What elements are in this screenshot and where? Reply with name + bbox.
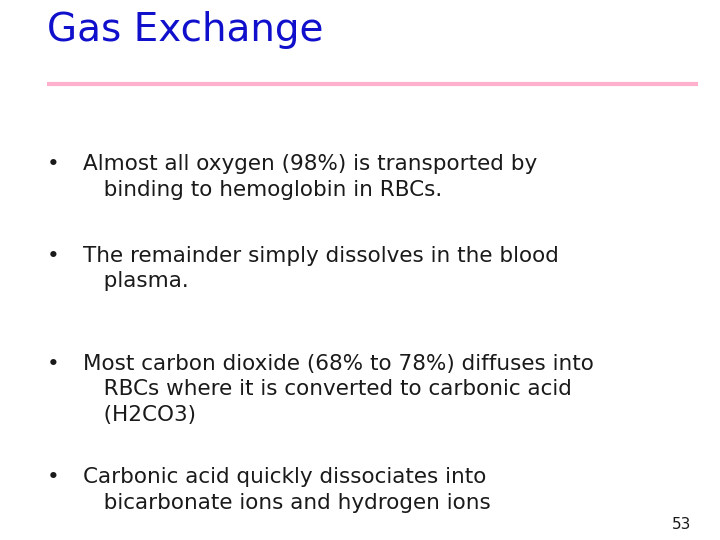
Text: Gas Exchange: Gas Exchange <box>47 11 323 49</box>
Text: •: • <box>47 467 60 487</box>
Text: Most carbon dioxide (68% to 78%) diffuses into
   RBCs where it is converted to : Most carbon dioxide (68% to 78%) diffuse… <box>83 354 594 425</box>
Text: •: • <box>47 154 60 174</box>
Text: •: • <box>47 246 60 266</box>
Text: 53: 53 <box>672 517 691 532</box>
Text: Almost all oxygen (98%) is transported by
   binding to hemoglobin in RBCs.: Almost all oxygen (98%) is transported b… <box>83 154 537 199</box>
Text: The remainder simply dissolves in the blood
   plasma.: The remainder simply dissolves in the bl… <box>83 246 559 291</box>
Text: Carbonic acid quickly dissociates into
   bicarbonate ions and hydrogen ions: Carbonic acid quickly dissociates into b… <box>83 467 490 512</box>
Text: •: • <box>47 354 60 374</box>
